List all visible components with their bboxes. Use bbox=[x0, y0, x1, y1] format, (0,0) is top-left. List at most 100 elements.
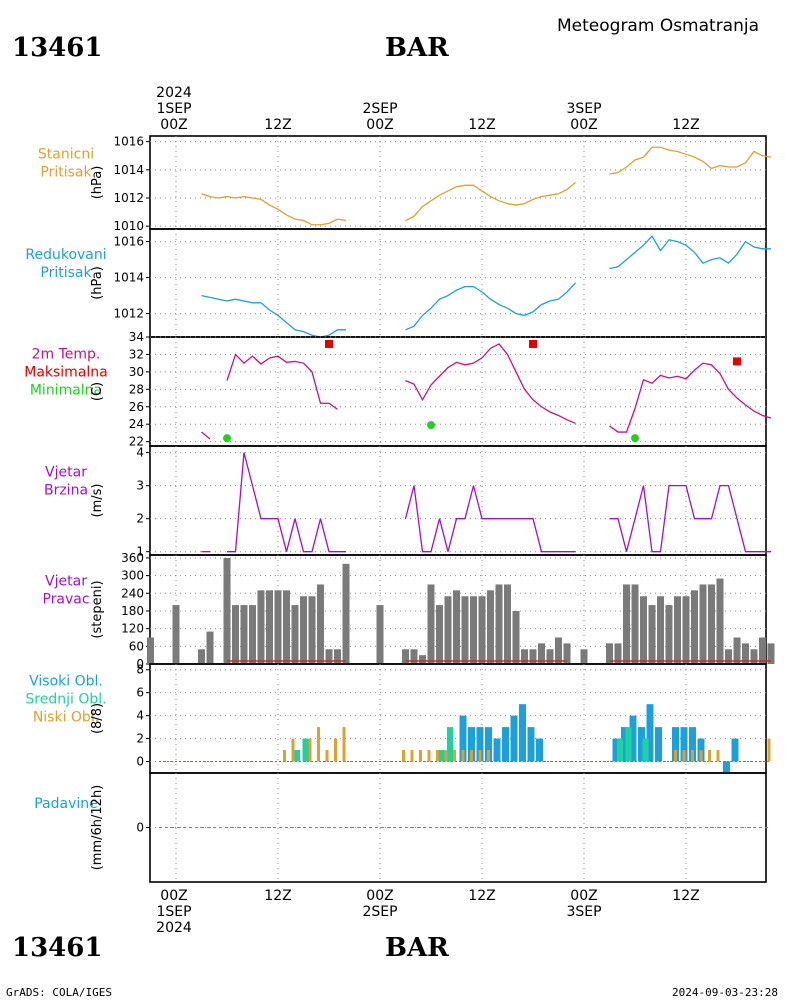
cloud-bar-low bbox=[283, 750, 286, 762]
cloud-bar-high bbox=[629, 715, 637, 762]
cloud-bar-low bbox=[410, 750, 414, 762]
wind-direction-bar bbox=[240, 605, 248, 664]
wind-direction-bar bbox=[147, 637, 154, 664]
wind-direction-bar bbox=[750, 649, 758, 664]
panel-label: Niski Obl. bbox=[33, 710, 99, 726]
cloud-bar-high bbox=[519, 704, 526, 762]
y-tick-label: 180 bbox=[121, 604, 144, 618]
wind-direction-bar bbox=[342, 563, 350, 664]
y-tick-label: 0 bbox=[136, 821, 144, 835]
y-tick-label: 4 bbox=[136, 709, 144, 723]
wind-direction-bar bbox=[606, 643, 613, 664]
panels: 1010101210141016StanicniPritisak(hPa)101… bbox=[24, 135, 775, 883]
credit-text: GrADS: COLA/IGES bbox=[6, 986, 112, 999]
wind-direction-bar bbox=[427, 584, 435, 664]
y-tick-label: 1012 bbox=[113, 307, 144, 321]
panel-label: Pravac bbox=[42, 592, 89, 608]
wind-direction-bar bbox=[504, 584, 511, 664]
cloud-bar-high bbox=[468, 727, 475, 762]
wind-direction-bar bbox=[461, 596, 469, 664]
wind-direction-bar bbox=[453, 590, 460, 664]
panel-label: Minimalna bbox=[30, 383, 102, 399]
page-title: Meteogram Osmatranja bbox=[557, 16, 759, 36]
wind-direction-bar bbox=[487, 590, 494, 664]
cloud-bar-low bbox=[716, 750, 720, 762]
wind-direction-bar bbox=[334, 649, 341, 664]
wind-direction-bar bbox=[759, 637, 766, 664]
wind-direction-bar bbox=[640, 596, 647, 664]
tmax-marker bbox=[325, 339, 333, 348]
cloud-bar-low bbox=[334, 738, 337, 762]
cloud-bar-low bbox=[682, 750, 686, 762]
y-tick-label: 1016 bbox=[113, 135, 144, 149]
wind-direction-bar bbox=[691, 590, 698, 664]
y-tick-label: 2 bbox=[136, 732, 144, 746]
series-line bbox=[226, 353, 338, 410]
wind-direction-bar bbox=[495, 584, 503, 664]
wind-direction-bar bbox=[419, 655, 426, 664]
cloud-bar-low bbox=[308, 738, 312, 762]
wind-direction-bar bbox=[742, 643, 749, 664]
panel-label: Vjetar bbox=[45, 465, 87, 481]
panel-label: Padavine bbox=[34, 796, 98, 812]
wind-direction-bar bbox=[546, 649, 554, 664]
wind-direction-bar bbox=[716, 578, 724, 664]
panel-frame bbox=[149, 135, 767, 230]
panel-temperature: 22 24 26 28 30 32 34 2m Temp. Maksimalna Minimaln… bbox=[24, 330, 772, 449]
series-line bbox=[405, 282, 576, 331]
cloud-bar-high bbox=[476, 727, 484, 762]
wind-direction-bar bbox=[657, 596, 664, 664]
wind-direction-bar bbox=[648, 605, 656, 664]
cloud-bar-low bbox=[674, 750, 677, 762]
panel-label: Maksimalna bbox=[24, 365, 108, 381]
wind-direction-bar bbox=[206, 631, 214, 664]
y-tick-label: 240 bbox=[121, 586, 144, 600]
wind-direction-bar bbox=[249, 605, 256, 664]
wind-direction-bar bbox=[529, 649, 537, 664]
wind-direction-bar bbox=[232, 605, 239, 664]
panel-label: Redukovani bbox=[25, 247, 106, 263]
cloud-bar-low bbox=[342, 727, 346, 762]
cloud-bar-mid bbox=[294, 750, 300, 762]
panel-label: Pritisak bbox=[40, 265, 92, 281]
time-axis-label: 12Z bbox=[468, 117, 495, 133]
wind-direction-bar bbox=[410, 649, 418, 664]
wind-direction-bar bbox=[317, 584, 324, 664]
time-axis-label: 2SEP bbox=[362, 904, 397, 920]
y-tick-label: 1016 bbox=[113, 235, 144, 249]
time-axis-label: 12Z bbox=[468, 888, 495, 904]
station-id-top: 13461 bbox=[12, 33, 102, 63]
y-tick-label: 60 bbox=[129, 639, 144, 653]
cloud-bar-low bbox=[487, 750, 490, 762]
series-line bbox=[201, 294, 346, 338]
cloud-bar-low bbox=[767, 738, 771, 762]
time-axis-label: 2SEP bbox=[362, 101, 397, 117]
panel-label: Pritisak bbox=[40, 165, 92, 181]
cloud-bar-high bbox=[621, 727, 628, 762]
wind-direction-bar bbox=[538, 643, 545, 664]
cloud-bar-low bbox=[402, 750, 405, 762]
cloud-bar-low bbox=[427, 750, 431, 762]
cloud-bar-high bbox=[723, 761, 730, 773]
cloud-bar-high bbox=[536, 738, 543, 762]
y-tick-label: 300 bbox=[121, 569, 144, 583]
panel-precipitation: 0 Padavine(mm/6h/12h) bbox=[34, 772, 771, 883]
wind-direction-bar bbox=[172, 605, 180, 664]
y-tick-label: 30 bbox=[129, 365, 144, 379]
time-axis-label: 12Z bbox=[264, 117, 291, 133]
cloud-bar-high bbox=[672, 727, 679, 762]
series-line bbox=[404, 485, 576, 553]
time-axis-label: 12Z bbox=[264, 888, 291, 904]
time-axis-label: 00Z bbox=[570, 117, 597, 133]
cloud-bar-low bbox=[478, 750, 482, 762]
time-axis-label: 1SEP bbox=[156, 101, 191, 117]
wind-direction-bar bbox=[521, 649, 528, 664]
cloud-bar-high bbox=[680, 727, 688, 762]
tmin-marker bbox=[631, 434, 639, 443]
cloud-bar-high bbox=[502, 727, 509, 762]
wind-direction-bar bbox=[708, 584, 715, 664]
panel-frame bbox=[149, 772, 767, 883]
y-tick-label: 1014 bbox=[113, 163, 144, 177]
wind-direction-bar bbox=[767, 643, 775, 664]
